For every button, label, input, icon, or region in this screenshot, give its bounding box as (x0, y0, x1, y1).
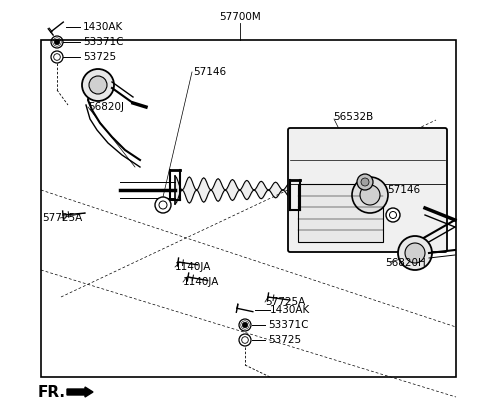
Circle shape (361, 178, 369, 186)
Text: 56532B: 56532B (333, 112, 373, 122)
Circle shape (360, 185, 380, 205)
Circle shape (386, 208, 400, 222)
Text: 56820H: 56820H (385, 258, 426, 268)
Text: 1140JA: 1140JA (183, 277, 219, 287)
Circle shape (398, 236, 432, 270)
Circle shape (51, 36, 63, 48)
Circle shape (405, 243, 425, 263)
Circle shape (357, 174, 373, 190)
FancyArrow shape (67, 387, 93, 397)
Circle shape (239, 319, 251, 331)
Text: 57700M: 57700M (219, 12, 261, 22)
Text: 57725A: 57725A (42, 213, 82, 223)
Text: 53725: 53725 (268, 335, 301, 345)
Circle shape (51, 51, 63, 63)
Text: 57146: 57146 (387, 185, 420, 195)
Text: 1430AK: 1430AK (83, 22, 123, 32)
FancyBboxPatch shape (288, 128, 447, 252)
Circle shape (242, 322, 248, 328)
Text: 57725A: 57725A (265, 297, 305, 307)
Text: 1140JA: 1140JA (175, 262, 211, 272)
Circle shape (352, 177, 388, 213)
Circle shape (89, 76, 107, 94)
Text: FR.: FR. (38, 385, 66, 400)
Text: 57146: 57146 (193, 67, 226, 77)
Text: 1430AK: 1430AK (270, 305, 310, 315)
Text: 53371C: 53371C (83, 37, 123, 47)
Text: 53371C: 53371C (268, 320, 309, 330)
Circle shape (82, 69, 114, 101)
Bar (298, 184, 383, 242)
Text: 56820J: 56820J (88, 102, 124, 112)
Circle shape (155, 197, 171, 213)
Text: 53725: 53725 (83, 52, 116, 62)
Bar (41, 40, 456, 377)
Circle shape (239, 334, 251, 346)
Circle shape (54, 39, 60, 45)
